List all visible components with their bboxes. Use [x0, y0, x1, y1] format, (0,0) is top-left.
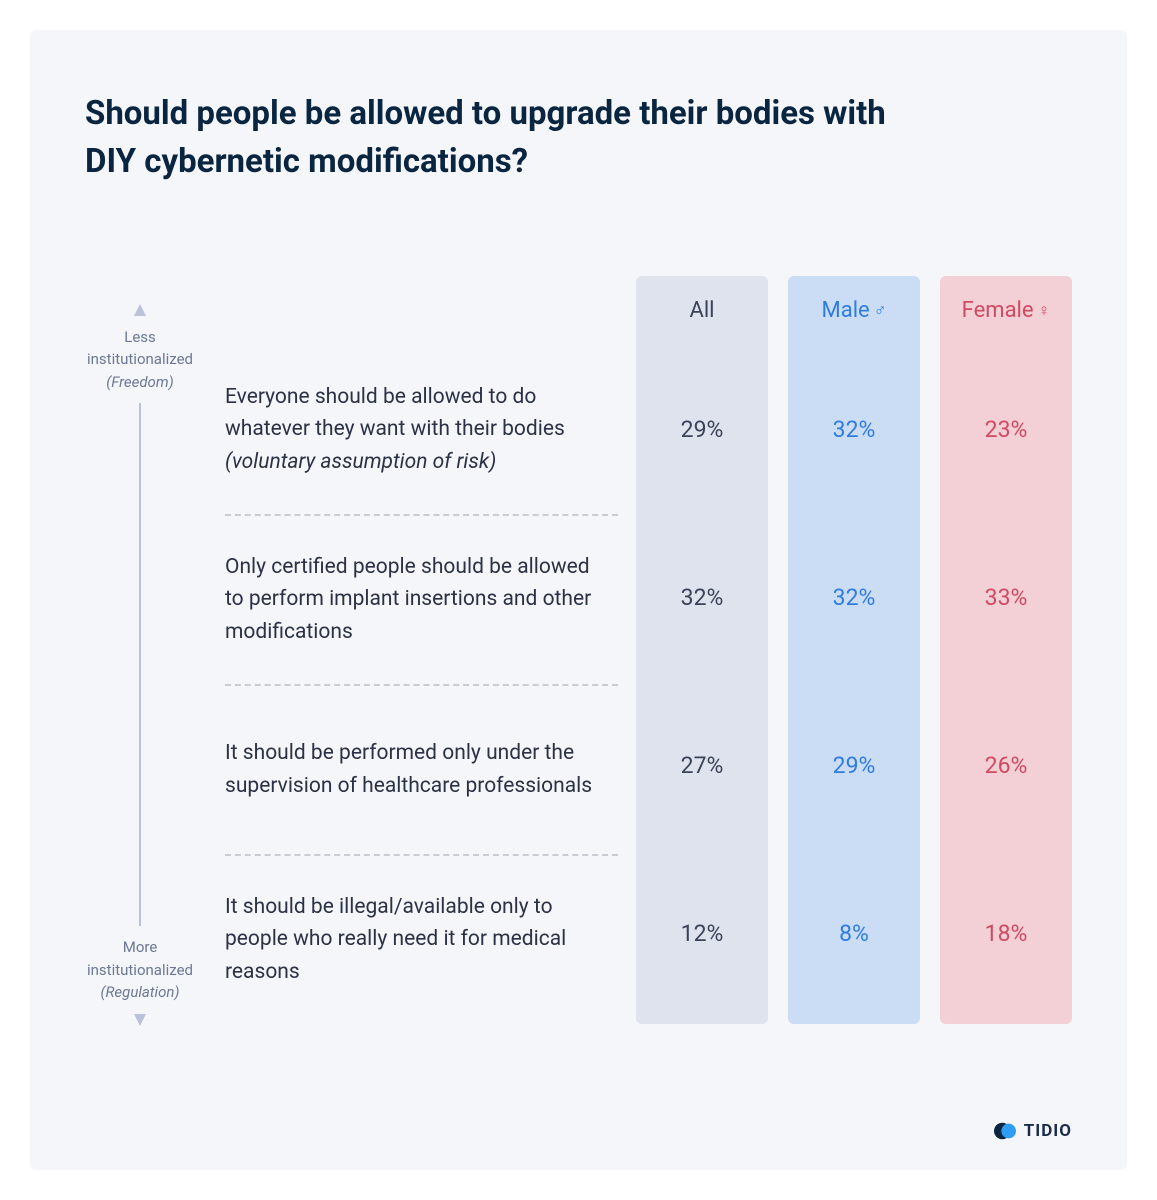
brand-name: TIDIO: [1024, 1121, 1072, 1141]
column-header-male: Male♂: [788, 276, 920, 346]
value-female: 23%: [940, 346, 1072, 514]
value-male: 32%: [788, 514, 920, 682]
value-all: 32%: [636, 514, 768, 682]
arrow-down-icon: [133, 1012, 147, 1026]
axis-top-text: Less institutionalized: [87, 328, 193, 369]
axis-line: [139, 316, 141, 1014]
column-header-female: Female♀: [940, 276, 1072, 346]
axis-bottom-text: More institutionalized: [87, 938, 193, 979]
col-male-label: Male: [822, 298, 870, 323]
column-female: Female♀ 23% 33% 26% 18%: [940, 276, 1072, 1024]
statement-row: Only certified people should be allowed …: [225, 516, 618, 684]
axis-label-top: Less institutionalized (Freedom): [85, 316, 195, 404]
data-columns: All 29% 32% 27% 12% Male♂ 32% 32% 29% 8%…: [636, 276, 1072, 1024]
statement-row: It should be performed only under the su…: [225, 686, 618, 854]
brand-logo: TIDIO: [994, 1120, 1072, 1142]
page-title: Should people be allowed to upgrade thei…: [85, 90, 905, 186]
value-all: 27%: [636, 682, 768, 850]
header-spacer: [225, 276, 618, 346]
value-male: 8%: [788, 850, 920, 1018]
column-all: All 29% 32% 27% 12%: [636, 276, 768, 1024]
value-female: 33%: [940, 514, 1072, 682]
infographic-card: Should people be allowed to upgrade thei…: [30, 30, 1127, 1170]
axis-bottom-sub: (Regulation): [85, 981, 195, 1004]
value-male: 29%: [788, 682, 920, 850]
statement-row: Everyone should be allowed to do whateve…: [225, 346, 618, 514]
statement-text: It should be performed only under the su…: [225, 741, 592, 798]
value-female: 18%: [940, 850, 1072, 1018]
value-female: 26%: [940, 682, 1072, 850]
statement-text: It should be illegal/available only to p…: [225, 895, 566, 984]
axis-top-sub: (Freedom): [85, 371, 195, 394]
col-all-label: All: [689, 298, 714, 323]
value-all: 29%: [636, 346, 768, 514]
statement-row: It should be illegal/available only to p…: [225, 856, 618, 1024]
statement-text: Only certified people should be allowed …: [225, 555, 591, 644]
statements-column: Everyone should be allowed to do whateve…: [195, 276, 636, 1024]
female-icon: ♀: [1038, 301, 1051, 321]
statement-ital: (voluntary assumption of risk): [225, 450, 496, 474]
tidio-icon: [994, 1120, 1016, 1142]
statement-text: Everyone should be allowed to do whateve…: [225, 385, 565, 442]
axis-column: Less institutionalized (Freedom) More in…: [85, 276, 195, 1024]
col-female-label: Female: [962, 298, 1034, 323]
value-all: 12%: [636, 850, 768, 1018]
content-row: Less institutionalized (Freedom) More in…: [85, 276, 1072, 1024]
column-header-all: All: [636, 276, 768, 346]
axis-label-bottom: More institutionalized (Regulation): [85, 926, 195, 1014]
column-male: Male♂ 32% 32% 29% 8%: [788, 276, 920, 1024]
value-male: 32%: [788, 346, 920, 514]
male-icon: ♂: [874, 301, 887, 321]
